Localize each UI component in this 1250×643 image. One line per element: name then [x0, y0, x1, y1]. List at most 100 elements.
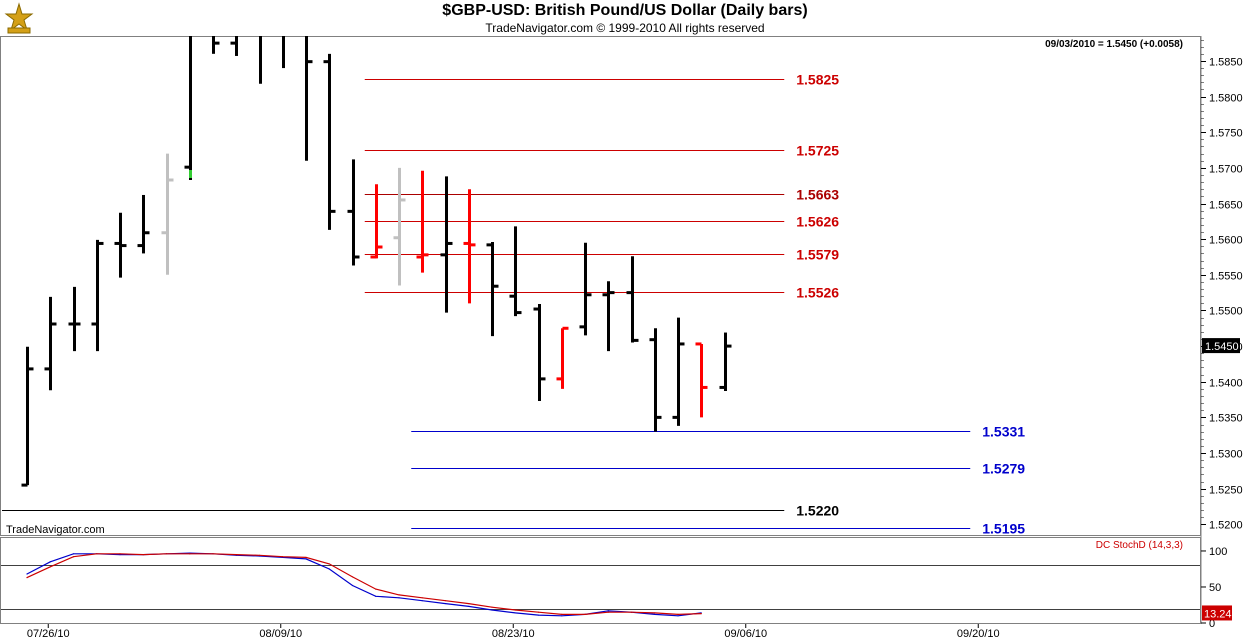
ohlc-bar — [719, 332, 732, 392]
date-x-axis: 07/26/10 08/09/10 08/23/10 09/06/10 09/20/10 — [27, 624, 1000, 640]
ohlc-bar — [68, 286, 81, 352]
y-tick-label: 1.5400 — [1209, 378, 1243, 390]
chart-header: $GBP-USD: British Pound/US Dollar (Daily… — [0, 0, 1250, 36]
stoch-point — [26, 577, 28, 579]
y-tick-label: 1.5750 — [1209, 128, 1243, 140]
level-label: 1.5526 — [796, 285, 839, 301]
ohlc-bar — [556, 326, 569, 389]
stoch-point — [72, 553, 75, 555]
ohlc-bar — [440, 176, 453, 313]
level-label: 1.5279 — [982, 461, 1025, 477]
stoch-last-box — [1202, 605, 1232, 621]
y-tick-label: 1.5300 — [1209, 449, 1243, 461]
stoch-point — [537, 611, 540, 613]
stoch-point — [212, 553, 214, 555]
stoch-point — [468, 605, 470, 608]
ohlc-bar — [393, 167, 406, 286]
stoch-point — [398, 594, 400, 596]
y-tick-label: 1.5200 — [1209, 520, 1243, 532]
stoch-point — [421, 597, 423, 599]
stoch-point — [607, 611, 609, 613]
y-tick-label: 1.5500 — [1209, 306, 1243, 318]
y-tick-label: 1.5600 — [1209, 235, 1243, 247]
ohlc-bar — [305, 36, 313, 161]
level-label: 1.5579 — [796, 247, 839, 263]
ohlc-bar — [114, 212, 127, 278]
stochastic-panel: 100 50 0 DC StochD (14,3,3) 13.24 — [1, 540, 1232, 630]
stoch-point — [700, 613, 702, 615]
stoch-point — [235, 553, 237, 556]
ohlc-bar — [161, 153, 174, 275]
ohlc-bar — [370, 184, 383, 259]
level-label: 1.5331 — [982, 424, 1025, 440]
ohlc-bar — [212, 36, 220, 54]
stoch-point — [398, 597, 400, 599]
stoch-point — [491, 609, 493, 611]
ohlc-bar — [347, 159, 360, 266]
stoch-point — [26, 573, 28, 575]
chart-subtitle: TradeNavigator.com © 1999-2010 All right… — [485, 21, 765, 35]
price-panel-frame — [0, 36, 1201, 536]
ohlc-bar — [44, 296, 57, 391]
stoch-point — [282, 556, 284, 558]
stoch-point — [305, 556, 307, 559]
stoch-indicator-label: DC StochD (14,3,3) — [1096, 540, 1183, 551]
stoch-point — [584, 613, 586, 615]
ohlc-bar — [21, 346, 34, 487]
ohlc-bar — [626, 256, 639, 343]
level-label: 1.5626 — [796, 214, 839, 230]
price-levels: 1.5825 1.5725 1.5663 1.5626 1.5579 1.5526 1.53… — [2, 72, 1025, 537]
ohlc-bar — [463, 189, 476, 304]
stoch-point — [537, 614, 540, 616]
level-label: 1.5195 — [982, 521, 1025, 537]
stoch-point — [328, 568, 330, 570]
x-tick-label: 09/06/10 — [724, 628, 767, 640]
stoch-point — [561, 613, 563, 615]
last-price-box — [1202, 338, 1240, 354]
y-tick-label: 1.5700 — [1209, 164, 1243, 176]
stoch-panel-frame — [0, 537, 1201, 624]
stoch-point — [654, 613, 656, 615]
stoch-point — [142, 553, 144, 556]
ohlc-bar — [486, 242, 499, 337]
ohlc-bar — [323, 53, 336, 230]
stoch-point — [421, 600, 423, 602]
price-bars — [21, 36, 732, 487]
y-tick-label: 1.5250 — [1209, 485, 1243, 497]
y-tick-label: 1.5850 — [1209, 57, 1243, 69]
ohlc-bar — [137, 194, 150, 254]
stoch-point — [96, 553, 98, 555]
x-tick-label: 07/26/10 — [27, 628, 70, 640]
stoch-point — [72, 556, 75, 558]
ohlc-bar — [230, 36, 238, 56]
stoch-point — [444, 600, 447, 602]
chart-title: $GBP-USD: British Pound/US Dollar (Daily… — [442, 2, 808, 19]
stoch-point — [444, 602, 447, 605]
stoch-point — [677, 613, 679, 615]
ohlc-bar — [602, 281, 615, 352]
ohlc-bar — [672, 317, 685, 426]
level-label: 1.5825 — [796, 72, 839, 88]
stoch-point — [514, 612, 516, 614]
ohlc-bar — [695, 342, 708, 418]
ohlc-bar — [509, 226, 522, 317]
stoch-point — [468, 602, 470, 605]
stoch-point — [49, 566, 51, 568]
stoch-point — [258, 554, 261, 556]
stoch-series-line — [26, 553, 702, 616]
ohlc-bar — [579, 242, 592, 336]
stoch-point — [491, 606, 493, 608]
stoch-y-tick-label: 50 — [1209, 582, 1221, 594]
stoch-point — [119, 553, 121, 555]
level-label: 1.5220 — [796, 503, 839, 519]
y-tick-label: 1.5800 — [1209, 93, 1243, 105]
ohlc-bar — [533, 304, 546, 401]
bar-signal-mark — [189, 170, 192, 178]
stoch-last-label: 13.24 — [1204, 608, 1232, 620]
stoch-point — [375, 588, 377, 590]
stoch-point — [189, 553, 191, 555]
y-tick-label: 1.5350 — [1209, 413, 1243, 425]
stoch-point — [514, 609, 516, 611]
stoch-y-tick-label: 100 — [1209, 546, 1227, 558]
